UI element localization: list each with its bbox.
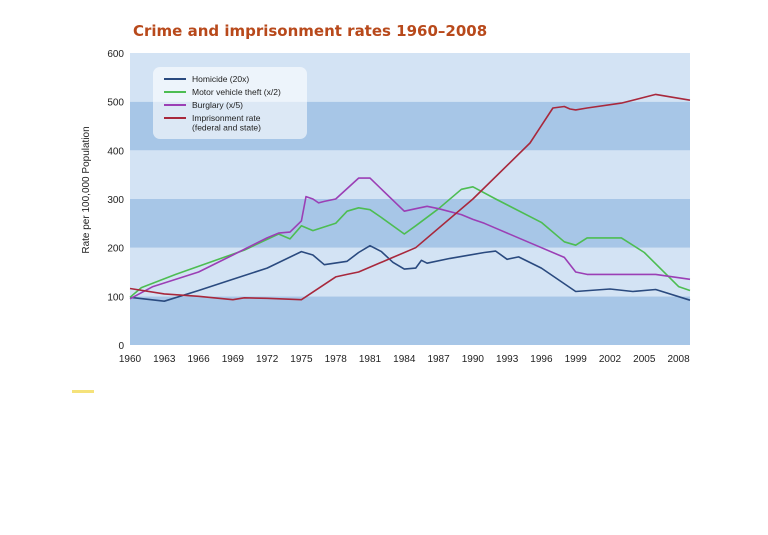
x-axis-tick-labels: 1960 1963 1966 1969 1972 1975 1978 1981 1984 1987… (119, 354, 690, 365)
y-tick-label-400: 400 (107, 146, 124, 157)
y-tick-label-600: 600 (107, 49, 124, 60)
y-tick-label-0: 0 (118, 341, 124, 352)
x-tick-label-1999: 1999 (565, 354, 588, 365)
series-line-3 (129, 177, 691, 300)
x-tick-label-1978: 1978 (325, 354, 348, 365)
x-tick-label-1987: 1987 (427, 354, 450, 365)
y-axis-label: Rate per 100,000 Population (81, 126, 92, 253)
band-200-300 (130, 199, 690, 248)
chart-title: Crime and imprisonment rates 1960–2008 (133, 22, 488, 40)
y-tick-label-100: 100 (107, 292, 124, 303)
x-tick-label-1984: 1984 (393, 354, 416, 365)
legend-label-4: Imprisonment rate (federal and state) (192, 113, 261, 133)
y-tick-label-300: 300 (107, 195, 124, 206)
x-tick-label-1981: 1981 (359, 354, 382, 365)
x-tick-label-2008: 2008 (667, 354, 690, 365)
legend: Homicide (20x) Motor vehicle theft (x/2) B… (153, 67, 307, 139)
x-tick-label-1990: 1990 (462, 354, 485, 365)
band-300-400 (130, 150, 690, 199)
x-tick-label-1972: 1972 (256, 354, 279, 365)
band-100-200 (130, 247, 690, 297)
legend-label-1: Homicide (20x) (192, 74, 249, 84)
legend-label-3: Burglary (x/5) (192, 100, 243, 110)
series-lines (129, 93, 691, 303)
x-tick-label-1975: 1975 (290, 354, 313, 365)
x-tick-label-1960: 1960 (119, 354, 142, 365)
x-tick-label-1969: 1969 (222, 354, 245, 365)
x-tick-label-1996: 1996 (530, 354, 553, 365)
series-line-1 (129, 244, 691, 303)
x-tick-label-2002: 2002 (599, 354, 622, 365)
decorative-mark (72, 390, 94, 393)
y-tick-label-200: 200 (107, 244, 124, 255)
band-0-100 (130, 296, 690, 345)
series-line-2 (129, 186, 691, 298)
y-tick-label-500: 500 (107, 98, 124, 109)
series-line-4 (129, 93, 691, 301)
legend-label-2: Motor vehicle theft (x/2) (192, 87, 281, 97)
y-axis-tick-labels: 0 100 200 300 400 500 600 (107, 49, 124, 352)
x-tick-label-1993: 1993 (496, 354, 519, 365)
x-tick-label-1963: 1963 (153, 354, 176, 365)
legend-box (153, 67, 307, 139)
x-tick-label-1966: 1966 (187, 354, 210, 365)
x-tick-label-2005: 2005 (633, 354, 656, 365)
